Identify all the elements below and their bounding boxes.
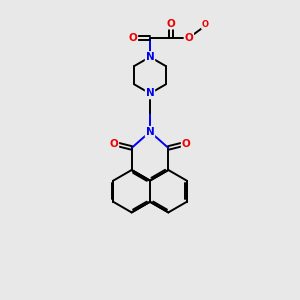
Text: O: O — [110, 139, 118, 148]
Text: O: O — [184, 33, 193, 43]
Text: N: N — [146, 127, 154, 137]
Text: N: N — [146, 88, 154, 98]
Text: N: N — [146, 52, 154, 62]
Text: O: O — [167, 19, 176, 29]
Text: O: O — [182, 139, 190, 148]
Text: O: O — [128, 33, 137, 43]
Text: O: O — [202, 20, 208, 29]
